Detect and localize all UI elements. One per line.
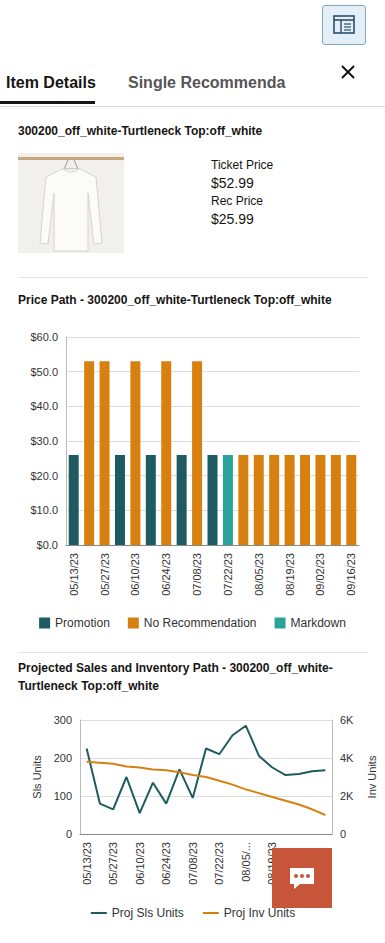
svg-text:05/27/23: 05/27/23 [107, 842, 119, 885]
svg-text:Markdown: Markdown [291, 616, 346, 630]
svg-text:08/05/...: 08/05/... [240, 842, 252, 882]
svg-text:300: 300 [54, 714, 72, 726]
svg-text:Sls Units: Sls Units [31, 755, 43, 799]
svg-text:07/08/23: 07/08/23 [187, 842, 199, 885]
svg-text:07/22/23: 07/22/23 [222, 553, 234, 596]
svg-text:06/10/23: 06/10/23 [134, 842, 146, 885]
svg-text:Proj Inv Units: Proj Inv Units [224, 906, 295, 920]
svg-text:07/22/23: 07/22/23 [213, 842, 225, 885]
svg-text:No Recommendation: No Recommendation [144, 616, 257, 630]
svg-text:09/16/23: 09/16/23 [345, 553, 357, 596]
svg-text:08/19/23: 08/19/23 [284, 553, 296, 596]
svg-text:Promotion: Promotion [55, 616, 110, 630]
html-text:Projected Sales and Inventory: Projected Sales and Inventory Path - 300… [18, 661, 333, 693]
svg-text:$40.0: $40.0 [30, 400, 58, 412]
svg-text:200: 200 [54, 752, 72, 764]
svg-text:$0.0: $0.0 [37, 539, 58, 551]
svg-text:0: 0 [340, 828, 346, 840]
svg-text:$20.0: $20.0 [30, 470, 58, 482]
svg-text:0: 0 [66, 828, 72, 840]
svg-text:$30.0: $30.0 [30, 435, 58, 447]
html-text:$25.99: $25.99 [211, 211, 254, 227]
svg-text:06/10/23: 06/10/23 [129, 553, 141, 596]
svg-text:05/27/23: 05/27/23 [99, 553, 111, 596]
html-text:Rec Price: Rec Price [211, 194, 263, 208]
svg-text:6K: 6K [340, 714, 354, 726]
svg-text:Inv Units: Inv Units [366, 755, 378, 798]
svg-text:2K: 2K [340, 790, 354, 802]
svg-text:100: 100 [54, 790, 72, 802]
svg-text:06/24/23: 06/24/23 [160, 553, 172, 596]
svg-text:06/24/23: 06/24/23 [160, 842, 172, 885]
html-text:300200_off_white-Turtleneck To: 300200_off_white-Turtleneck Top:off_whit… [18, 124, 263, 138]
html-text:$52.99: $52.99 [211, 175, 254, 191]
svg-text:05/13/23: 05/13/23 [68, 553, 80, 596]
html-text:Item Details: Item Details [6, 74, 96, 91]
html-text:Price Path - 300200_off_white-: Price Path - 300200_off_white-Turtleneck… [18, 293, 332, 307]
svg-text:4K: 4K [340, 752, 354, 764]
svg-text:07/08/23: 07/08/23 [191, 553, 203, 596]
svg-text:$10.0: $10.0 [30, 504, 58, 516]
svg-text:08/05/23: 08/05/23 [253, 553, 265, 596]
html-text:Ticket Price: Ticket Price [211, 158, 274, 172]
svg-text:05/13/23: 05/13/23 [81, 842, 93, 885]
svg-text:Proj Sls Units: Proj Sls Units [112, 906, 184, 920]
svg-text:09/02/23: 09/02/23 [314, 553, 326, 596]
svg-text:$60.0: $60.0 [30, 331, 58, 343]
html-text:Single Recommenda: Single Recommenda [128, 74, 286, 91]
svg-text:$50.0: $50.0 [30, 366, 58, 378]
